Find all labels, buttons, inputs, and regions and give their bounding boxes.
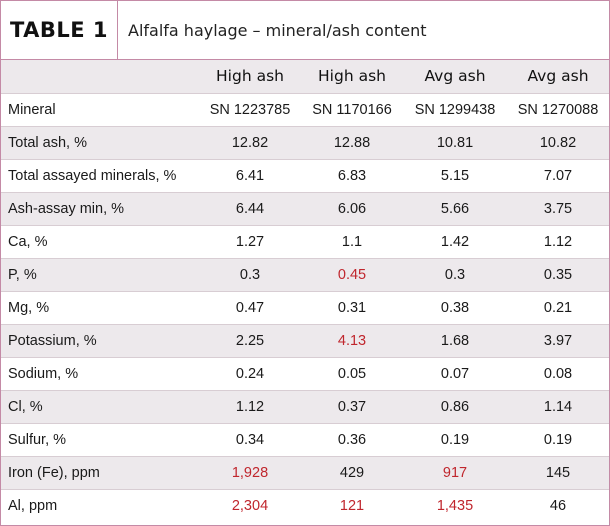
value-cell: 917 [403,456,507,490]
value-cell: 5.66 [403,192,507,226]
value-cell: 1.12 [507,225,609,259]
value-cell: 0.86 [403,390,507,424]
value-cell: 0.08 [507,357,609,391]
value-cell: 1,928 [199,456,301,490]
row-label: Ash-assay min, % [1,192,199,226]
row-label: Cl, % [1,390,199,424]
column-header: High ash [301,60,403,94]
sample-id-cell: SN 1299438 [403,93,507,127]
value-cell: 0.3 [403,258,507,292]
table-row: Sulfur, % 0.34 0.36 0.19 0.19 [1,423,609,457]
value-cell: 0.38 [403,291,507,325]
table-row: Total ash, % 12.82 12.88 10.81 10.82 [1,126,609,160]
value-cell: 4.13 [301,324,403,358]
value-cell: 1.1 [301,225,403,259]
value-cell: 1.27 [199,225,301,259]
sample-id-row: Mineral SN 1223785 SN 1170166 SN 1299438… [1,93,609,127]
table-row: Al, ppm 2,304 121 1,435 46 [1,489,609,522]
value-cell: 429 [301,456,403,490]
row-label: P, % [1,258,199,292]
sample-id-cell: SN 1223785 [199,93,301,127]
row-label: Al, ppm [1,489,199,522]
value-cell: 6.06 [301,192,403,226]
mineral-ash-table: High ash High ash Avg ash Avg ash Minera… [1,60,609,522]
value-cell: 0.19 [507,423,609,457]
table-row: Ash-assay min, % 6.44 6.06 5.66 3.75 [1,192,609,226]
value-cell: 7.07 [507,159,609,193]
value-cell: 1.12 [199,390,301,424]
table-caption: Alfalfa haylage – mineral/ash content [128,20,427,40]
value-cell: 12.88 [301,126,403,160]
value-cell: 1.42 [403,225,507,259]
value-cell: 121 [301,489,403,522]
value-cell: 0.34 [199,423,301,457]
value-cell: 0.36 [301,423,403,457]
value-cell: 2.25 [199,324,301,358]
value-cell: 10.82 [507,126,609,160]
value-cell: 46 [507,489,609,522]
column-header: Avg ash [403,60,507,94]
value-cell: 12.82 [199,126,301,160]
row-label: Sodium, % [1,357,199,391]
row-label: Total assayed minerals, % [1,159,199,193]
sample-id-cell: SN 1270088 [507,93,609,127]
row-label: Total ash, % [1,126,199,160]
row-label: Potassium, % [1,324,199,358]
row-label: Ca, % [1,225,199,259]
table-number: TABLE 1 [1,1,118,59]
table-row: Ca, % 1.27 1.1 1.42 1.12 [1,225,609,259]
value-cell: 6.41 [199,159,301,193]
value-cell: 2,304 [199,489,301,522]
value-cell: 3.75 [507,192,609,226]
value-cell: 0.35 [507,258,609,292]
row-label: Sulfur, % [1,423,199,457]
value-cell: 0.19 [403,423,507,457]
table-row: Mg, % 0.47 0.31 0.38 0.21 [1,291,609,325]
value-cell: 0.37 [301,390,403,424]
value-cell: 0.07 [403,357,507,391]
value-cell: 0.45 [301,258,403,292]
value-cell: 1.68 [403,324,507,358]
row-label: Iron (Fe), ppm [1,456,199,490]
table-row: Iron (Fe), ppm 1,928 429 917 145 [1,456,609,490]
value-cell: 6.44 [199,192,301,226]
table-title-bar: TABLE 1 Alfalfa haylage – mineral/ash co… [1,1,609,60]
value-cell: 10.81 [403,126,507,160]
value-cell: 145 [507,456,609,490]
column-header: High ash [199,60,301,94]
value-cell: 5.15 [403,159,507,193]
table-row: Total assayed minerals, % 6.41 6.83 5.15 7.0… [1,159,609,193]
value-cell: 0.47 [199,291,301,325]
table-row: Potassium, % 2.25 4.13 1.68 3.97 [1,324,609,358]
value-cell: 1.14 [507,390,609,424]
column-header: Avg ash [507,60,609,94]
table-row: Cl, % 1.12 0.37 0.86 1.14 [1,390,609,424]
table-row: P, % 0.3 0.45 0.3 0.35 [1,258,609,292]
header-corner-cell [1,60,199,94]
table-row: Sodium, % 0.24 0.05 0.07 0.08 [1,357,609,391]
value-cell: 0.24 [199,357,301,391]
value-cell: 1,435 [403,489,507,522]
header-row: High ash High ash Avg ash Avg ash [1,60,609,94]
value-cell: 0.31 [301,291,403,325]
row-label: Mineral [1,93,199,127]
value-cell: 0.05 [301,357,403,391]
value-cell: 0.21 [507,291,609,325]
sample-id-cell: SN 1170166 [301,93,403,127]
value-cell: 3.97 [507,324,609,358]
row-label: Mg, % [1,291,199,325]
value-cell: 0.3 [199,258,301,292]
value-cell: 6.83 [301,159,403,193]
